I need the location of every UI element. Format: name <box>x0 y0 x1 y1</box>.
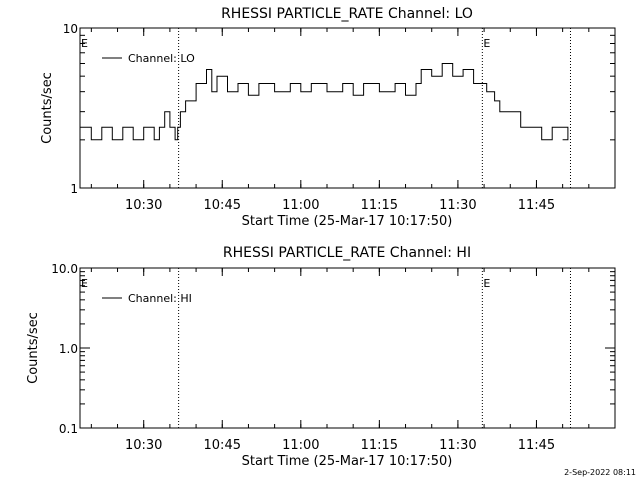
lo-marker-label: E <box>81 37 88 50</box>
lo-legend-label: Channel: LO <box>128 52 195 65</box>
hi-x-tick-label: 11:15 <box>361 438 398 453</box>
lo-marker-label: E <box>483 37 490 50</box>
lo-series-line <box>80 63 569 141</box>
lo-y-tick-label: 1 <box>70 182 78 196</box>
lo-channel-panel: RHESSI PARTICLE_RATE Channel: LO Start T… <box>40 6 616 229</box>
lo-x-tick-label: 11:00 <box>282 198 319 213</box>
hi-marker-label: E <box>81 277 88 290</box>
hi-y-axis-label: Counts/sec <box>26 312 41 384</box>
hi-legend: Channel: HI <box>102 292 192 305</box>
hi-legend-label: Channel: HI <box>128 292 192 305</box>
lo-x-tick-label: 10:30 <box>125 198 162 213</box>
plot-timestamp: 2-Sep-2022 08:11 <box>564 468 636 477</box>
lo-plot-frame <box>79 27 616 189</box>
lo-y-ticks: 1 10 <box>63 22 615 196</box>
lo-x-tick-label: 11:15 <box>361 198 398 213</box>
hi-y-ticks: 0.1 1.0 10.0 <box>51 262 615 436</box>
hi-y-tick-label: 1.0 <box>59 342 78 356</box>
lo-y-tick-label: 10 <box>63 22 78 36</box>
hi-channel-panel: RHESSI PARTICLE_RATE Channel: HI Start T… <box>26 245 616 469</box>
hi-x-tick-label: 11:30 <box>439 438 476 453</box>
hi-chart-title: RHESSI PARTICLE_RATE Channel: HI <box>223 245 471 261</box>
lo-y-axis-label: Counts/sec <box>40 72 55 144</box>
lo-x-axis-label: Start Time (25-Mar-17 10:17:50) <box>242 214 453 229</box>
hi-y-tick-label: 0.1 <box>59 422 78 436</box>
lo-x-tick-label: 10:45 <box>204 198 241 213</box>
lo-x-tick-label: 11:30 <box>439 198 476 213</box>
hi-x-tick-label: 11:45 <box>518 438 555 453</box>
hi-x-axis-label: Start Time (25-Mar-17 10:17:50) <box>242 454 453 469</box>
hi-x-ticks: 10:30 10:45 11:00 11:15 11:30 11:45 <box>90 268 616 453</box>
lo-x-tick-label: 11:45 <box>518 198 555 213</box>
hi-x-tick-label: 10:45 <box>204 438 241 453</box>
hi-y-tick-label: 10.0 <box>51 262 78 276</box>
hi-x-tick-label: 11:00 <box>282 438 319 453</box>
hi-x-tick-label: 10:30 <box>125 438 162 453</box>
lo-series-group <box>80 63 569 141</box>
lo-x-ticks: 10:30 10:45 11:00 11:15 11:30 11:45 <box>90 28 616 213</box>
hi-marker-label: E <box>483 277 490 290</box>
lo-chart-title: RHESSI PARTICLE_RATE Channel: LO <box>221 6 473 22</box>
